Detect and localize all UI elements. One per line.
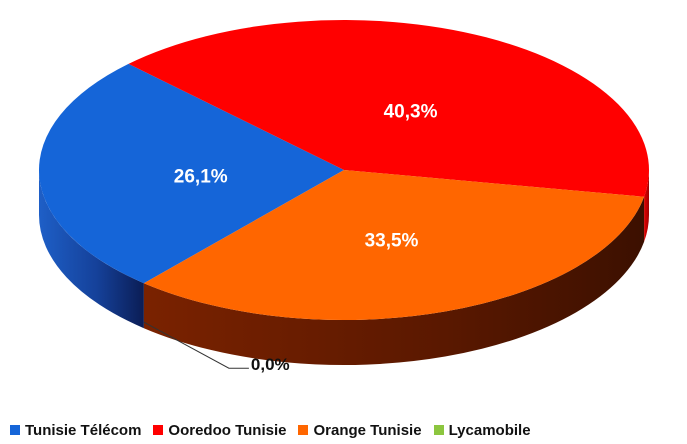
legend-item-lycamobile: Lycamobile <box>433 421 531 439</box>
legend-label-tunisie-telecom: Tunisie Télécom <box>25 421 142 439</box>
leader-line-lycamobile <box>143 321 249 369</box>
pie-side-tunisie-telecom <box>39 170 144 329</box>
legend-label-orange-tunisie: Orange Tunisie <box>313 421 422 439</box>
pie-slice-ooredoo-tunisie <box>128 20 649 197</box>
data-label-orange-tunisie: 33,5% <box>365 231 419 252</box>
pie-slice-orange-tunisie <box>143 170 645 320</box>
legend-swatch-ooredoo-tunisie <box>153 425 164 435</box>
legend-swatch-orange-tunisie <box>298 425 309 435</box>
legend-item-tunisie-telecom: Tunisie Télécom <box>10 422 141 439</box>
legend-label-ooredoo-tunisie: Ooredoo Tunisie <box>168 421 287 439</box>
pie-side-ooredoo-tunisie <box>644 170 649 242</box>
pie-side-orange-tunisie <box>143 196 645 365</box>
pie-slice-tunisie-telecom <box>38 63 344 284</box>
data-label-tunisie-telecom: 26,1% <box>174 166 228 187</box>
data-label-ooredoo-tunisie: 40,3% <box>384 102 438 123</box>
legend-label-lycamobile: Lycamobile <box>448 421 531 439</box>
legend-swatch-lycamobile <box>433 425 444 435</box>
legend-item-orange-tunisie: Orange Tunisie <box>298 421 422 439</box>
legend: Tunisie Télécom Ooredoo Tunisie Orange Tun… <box>10 418 531 442</box>
legend-item-ooredoo-tunisie: Ooredoo Tunisie <box>153 422 286 439</box>
data-label-lycamobile: 0,0% <box>251 355 290 374</box>
legend-swatch-tunisie-telecom <box>10 425 20 435</box>
